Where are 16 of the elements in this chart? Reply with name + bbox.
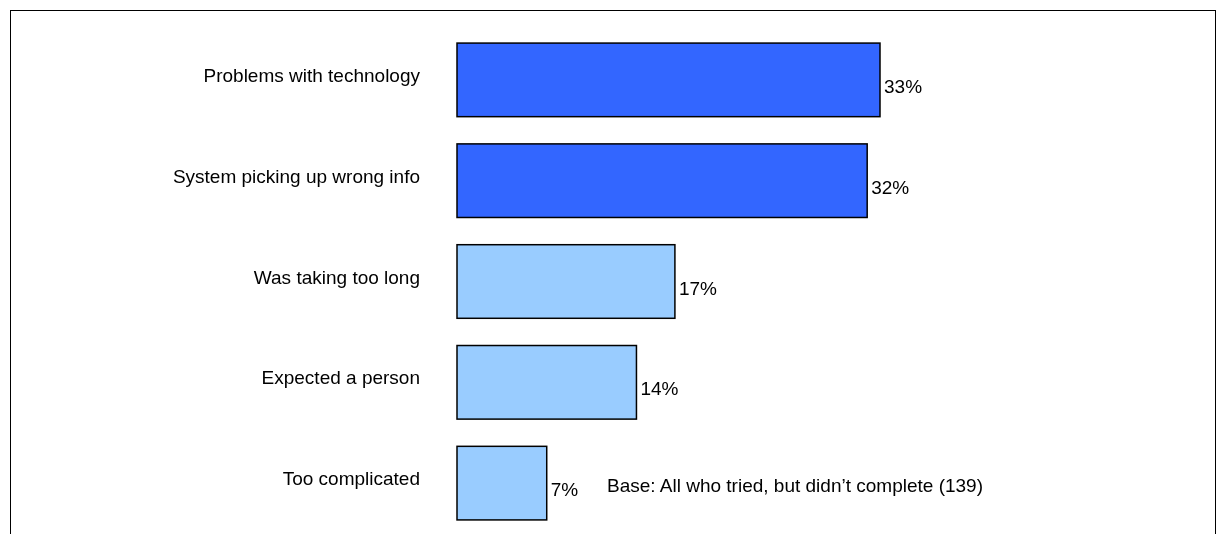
- y-tick-label: Was taking too long: [253, 266, 420, 288]
- y-tick-label: Expected a person: [261, 367, 420, 389]
- data-label: 33%: [884, 75, 923, 97]
- data-label: 7%: [550, 479, 579, 501]
- bar: [456, 344, 638, 420]
- y-tick-label: Problems with technology: [203, 64, 421, 86]
- annotation: Base: All who tried, but didn’t complete (139): [607, 475, 983, 496]
- data-label: 17%: [678, 277, 718, 299]
- y-tick-label: System picking up wrong info: [172, 165, 420, 187]
- bar: [456, 143, 868, 219]
- data-label: 32%: [871, 176, 910, 198]
- data-label: 14%: [640, 378, 679, 400]
- bar: [456, 243, 676, 320]
- bar: [456, 445, 548, 521]
- y-tick-label: Too complicated: [282, 468, 420, 490]
- bar: [456, 42, 881, 118]
